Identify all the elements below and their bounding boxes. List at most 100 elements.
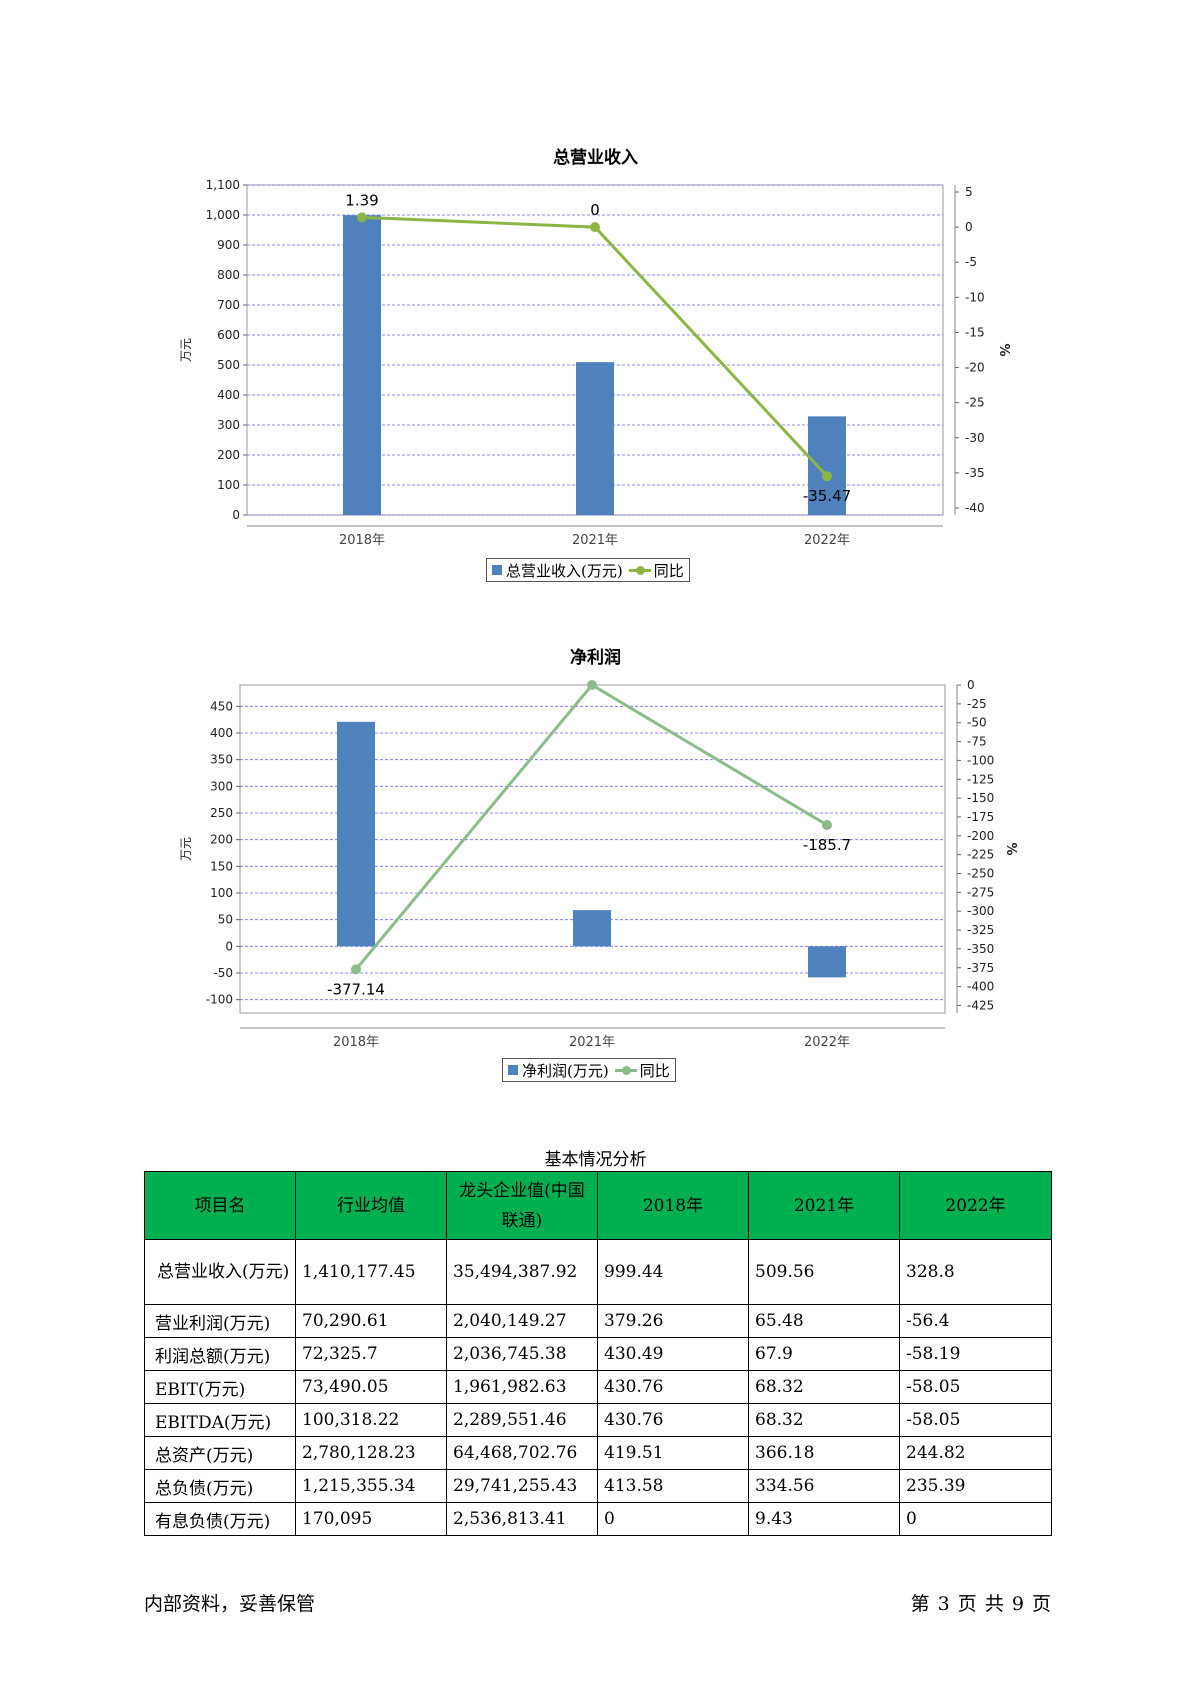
x-tick-label: 2018年 — [339, 533, 385, 548]
line-legend-swatch — [614, 1064, 637, 1076]
table-row: EBIT(万元) 73,490.05 1,961,982.63 430.76 68.32… — [144, 1370, 1052, 1404]
y-axis-title: 万元 — [179, 338, 193, 362]
table-cell: -58.19 — [899, 1337, 1052, 1371]
y2-tick-label: -25 — [965, 396, 985, 410]
table-cell: 413.58 — [597, 1469, 749, 1503]
basic-analysis-table: 项目名 行业均值 龙头企业值(中国联通) 2018年 2021年 2022年 总… — [144, 1171, 1052, 1536]
y2-tick-label: -150 — [967, 791, 994, 805]
header-2021: 2021年 — [748, 1171, 900, 1240]
y-tick-label: 400 — [210, 726, 233, 740]
table-cell: 2,036,745.38 — [446, 1337, 598, 1371]
y2-tick-label: -425 — [967, 998, 994, 1012]
header-2022: 2022年 — [899, 1171, 1052, 1240]
y-tick-label: 250 — [210, 806, 233, 820]
x-tick-label: 2022年 — [804, 1035, 850, 1050]
row-label-cell: 总营业收入(万元) — [144, 1239, 296, 1305]
y-tick-label: -100 — [206, 993, 233, 1007]
table-row: 利润总额(万元) 72,325.7 2,036,745.38 430.49 67.9 -5… — [144, 1337, 1052, 1371]
y2-tick-label: -5 — [965, 255, 977, 269]
y-tick-label: 150 — [210, 859, 233, 873]
table-cell: 2,780,128.23 — [295, 1436, 447, 1470]
table-cell: -56.4 — [899, 1304, 1052, 1338]
yoy-point — [590, 222, 600, 233]
data-label: -377.14 — [327, 980, 385, 998]
data-label: -185.7 — [803, 836, 851, 854]
y-tick-label: 50 — [218, 913, 233, 927]
header-industry-avg: 行业均值 — [295, 1171, 447, 1240]
yoy-point — [587, 680, 597, 690]
y-tick-label: 0 — [232, 508, 240, 522]
table-caption: 基本情况分析 — [544, 1150, 647, 1170]
y-tick-label: 350 — [210, 753, 233, 767]
y2-tick-label: -250 — [967, 867, 994, 881]
bar — [808, 416, 846, 515]
chart2-legend: 净利润(万元) 同比 — [502, 1058, 676, 1082]
table-cell: 0 — [899, 1502, 1052, 1536]
header-leader-value: 龙头企业值(中国联通) — [446, 1171, 598, 1240]
revenue-chart: 01002003004005006007008009001,0001,10050… — [179, 178, 1011, 548]
table-cell: 1,215,355.34 — [295, 1469, 447, 1503]
row-label-cell: EBITDA(万元) — [144, 1403, 296, 1437]
y2-tick-label: -125 — [967, 772, 994, 786]
bar — [576, 362, 614, 515]
table-row: 总负债(万元) 1,215,355.34 29,741,255.43 413.58 33… — [144, 1469, 1052, 1503]
table-cell: 334.56 — [748, 1469, 900, 1503]
x-tick-label: 2021年 — [569, 1035, 615, 1050]
y2-tick-label: -35 — [965, 466, 985, 480]
table-cell: 64,468,702.76 — [446, 1436, 598, 1470]
y-tick-label: 200 — [217, 448, 240, 462]
x-tick-label: 2018年 — [333, 1035, 379, 1050]
table-cell: 509.56 — [748, 1239, 900, 1305]
y-tick-label: 500 — [217, 358, 240, 372]
y2-tick-label: -225 — [967, 848, 994, 862]
chart1-title: 总营业收入 — [553, 148, 638, 168]
data-label: 0 — [590, 201, 600, 219]
table-cell: 235.39 — [899, 1469, 1052, 1503]
footer-confidential-note: 内部资料，妥善保管 — [144, 1593, 316, 1615]
y-tick-label: 600 — [217, 328, 240, 342]
table-header-row: 项目名 行业均值 龙头企业值(中国联通) 2018年 2021年 2022年 — [144, 1171, 1052, 1240]
y2-tick-label: -20 — [965, 361, 985, 375]
x-tick-label: 2021年 — [572, 533, 618, 548]
y2-tick-label: -10 — [965, 290, 985, 304]
y2-tick-label: -300 — [967, 904, 994, 918]
table-cell: 0 — [597, 1502, 749, 1536]
chart2-legend-bar-label: 净利润(万元) — [522, 1061, 609, 1080]
y-tick-label: 300 — [210, 779, 233, 793]
data-label: -35.47 — [803, 487, 851, 505]
chart1-legend-bar-label: 总营业收入(万元) — [506, 561, 623, 580]
table-cell: 430.49 — [597, 1337, 749, 1371]
table-cell: 29,741,255.43 — [446, 1469, 598, 1503]
y2-tick-label: -30 — [965, 431, 985, 445]
table-cell: 72,325.7 — [295, 1337, 447, 1371]
y2-tick-label: -375 — [967, 961, 994, 975]
yoy-point — [357, 212, 367, 223]
table-cell: 2,536,813.41 — [446, 1502, 598, 1536]
y-tick-label: 0 — [225, 939, 233, 953]
line-legend-swatch — [628, 564, 651, 576]
table-cell: 70,290.61 — [295, 1304, 447, 1338]
y2-tick-label: -40 — [965, 501, 985, 515]
table-cell: 100,318.22 — [295, 1403, 447, 1437]
table-cell: 65.48 — [748, 1304, 900, 1338]
y2-axis-title: % — [1003, 842, 1018, 855]
y-tick-label: 450 — [210, 699, 233, 713]
table-cell: 73,490.05 — [295, 1370, 447, 1404]
data-label: 1.39 — [345, 191, 378, 209]
table-row: 营业利润(万元) 70,290.61 2,040,149.27 379.26 65.48… — [144, 1304, 1052, 1338]
row-label-cell: 有息负债(万元) — [144, 1502, 296, 1536]
y2-tick-label: 0 — [965, 220, 973, 234]
y-tick-label: 1,000 — [206, 208, 240, 222]
bar — [343, 215, 381, 515]
yoy-point — [351, 964, 361, 975]
y2-tick-label: -15 — [965, 325, 985, 339]
bar-legend-swatch — [508, 1065, 518, 1075]
row-label-cell: 利润总额(万元) — [144, 1337, 296, 1371]
table-cell: 2,040,149.27 — [446, 1304, 598, 1338]
chart1-legend-line-label: 同比 — [653, 561, 684, 580]
bar-legend-swatch — [492, 565, 502, 575]
header-item-name: 项目名 — [144, 1171, 296, 1240]
table-cell: -58.05 — [899, 1403, 1052, 1437]
table-cell: 170,095 — [295, 1502, 447, 1536]
y2-tick-label: -175 — [967, 810, 994, 824]
